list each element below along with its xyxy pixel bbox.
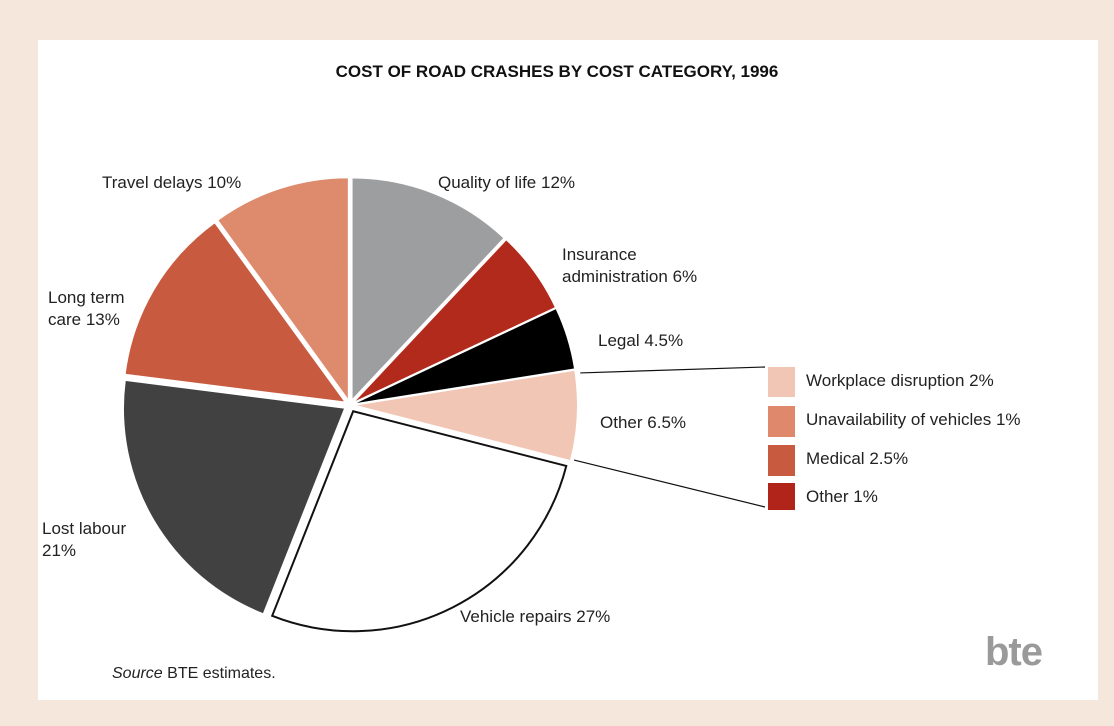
breakdown-name: Workplace disruption: [806, 371, 965, 390]
breakdown-value: 1%: [995, 410, 1021, 429]
breakdown-value: 2.5%: [869, 449, 909, 468]
pie-slice: [356, 309, 574, 403]
source: Source BTE estimates.: [112, 665, 276, 683]
slice-label: Lost labour 21%: [42, 518, 142, 562]
breakdown-label: Workplace disruption 2%: [806, 370, 994, 392]
slice-name: Vehicle repairs: [460, 607, 572, 626]
pie-slice: [355, 240, 555, 401]
breakdown-label: Medical 2.5%: [806, 448, 908, 470]
slice-value: 4.5%: [644, 331, 684, 350]
breakdown-label: Unavailability of vehicles 1%: [806, 409, 1021, 431]
slice-name: Long term care: [48, 288, 125, 329]
slice-name: Other: [600, 413, 643, 432]
breakdown-label: Other 1%: [806, 486, 878, 508]
slice-name: Travel delays: [102, 173, 203, 192]
slice-value: 12%: [541, 173, 576, 192]
breakdown-box: [768, 445, 795, 476]
slice-name: Insurance administration: [562, 245, 668, 286]
breakdown-name: Medical: [806, 449, 865, 468]
pie-slice: [218, 178, 348, 399]
breakdown-name: Unavailability of vehicles: [806, 410, 992, 429]
logo: bte: [985, 630, 1043, 674]
pie-slice: [123, 380, 344, 614]
breakdown-box: [768, 483, 795, 510]
source-label: Source: [112, 665, 163, 682]
slice-value: 21%: [42, 541, 77, 560]
breakdown-name: Other: [806, 487, 849, 506]
pie-slice: [125, 223, 344, 402]
slice-label: Vehicle repairs 27%: [460, 606, 720, 628]
source-text: BTE estimates.: [167, 665, 276, 682]
pie-slice: [352, 178, 504, 399]
breakdown-value: 2%: [969, 371, 994, 390]
connector: [580, 366, 766, 374]
breakdown-box: [768, 367, 795, 397]
slice-value: 6%: [672, 267, 698, 286]
breakdown-box: [768, 406, 795, 437]
slice-value: 27%: [576, 607, 611, 626]
connector: [573, 459, 766, 508]
slice-label: Long term care 13%: [48, 287, 143, 331]
slice-value: 13%: [85, 310, 120, 329]
chart-title: COST OF ROAD CRASHES BY COST CATEGORY, 1…: [335, 62, 779, 81]
slice-value: 10%: [207, 173, 242, 192]
slice-label: Other 6.5%: [600, 412, 760, 434]
slice-name: Legal: [598, 331, 640, 350]
slice-value: 6.5%: [647, 413, 687, 432]
slice-label: Insurance administration 6%: [562, 244, 737, 288]
pie-slice: [356, 370, 577, 461]
slice-label: Quality of life 12%: [438, 172, 698, 194]
slice-label: Travel delays 10%: [102, 172, 302, 194]
breakdown-value: 1%: [853, 487, 878, 506]
slice-name: Quality of life: [438, 173, 537, 192]
slice-name: Lost labour: [42, 519, 127, 538]
slice-label: Legal 4.5%: [598, 330, 758, 352]
pie-slice: [270, 410, 568, 633]
